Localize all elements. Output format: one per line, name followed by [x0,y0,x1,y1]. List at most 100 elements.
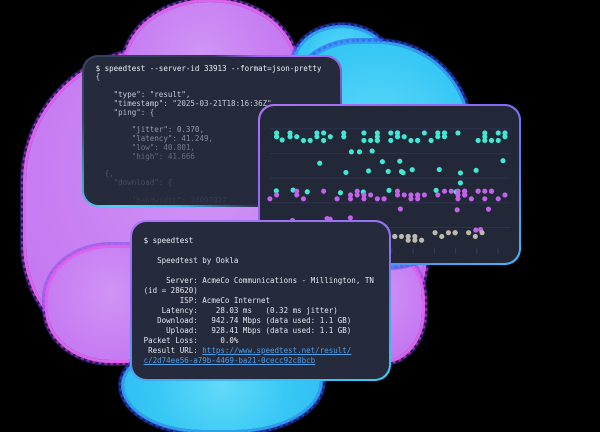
data-dot [485,206,491,212]
data-dot [369,147,375,154]
data-dot [385,168,391,174]
data-dot [479,229,485,235]
data-dot [411,237,418,243]
data-dot [307,137,313,143]
data-dot [360,129,367,136]
data-dot [348,148,354,154]
data-dot [401,133,407,139]
data-dot [488,188,494,194]
data-dot [347,214,353,220]
data-dot [448,188,454,194]
data-dot [340,129,346,136]
data-dot [405,237,411,243]
data-dot [394,188,400,194]
data-dot [495,137,501,143]
data-dot [266,195,273,201]
data-dot [391,233,397,239]
data-dot [421,129,427,136]
result-terminal-body: $ speedtest Speedtest by Ookla Server: A… [144,236,384,366]
data-dot [481,133,487,139]
data-dot [324,215,330,221]
terminal-line: Server: AcmeCo Communications - Millingt… [143,275,374,285]
data-dot [387,137,393,143]
data-dot [432,229,438,235]
data-dot [481,129,487,136]
data-dot [434,191,440,198]
data-dot [398,233,404,239]
data-dot [356,148,362,155]
data-dot [421,191,427,198]
terminal-line: Download: 942.74 Mbps (data used: 1.1 GB… [143,315,352,325]
data-dot [360,137,367,143]
result-terminal-window: $ speedtest Speedtest by Ookla Server: A… [130,220,391,381]
data-dot [454,195,461,201]
data-dot [347,195,353,201]
data-dot [407,137,414,143]
data-dot [374,137,380,143]
terminal-line: Upload: 928.41 Mbps (data used: 1.1 GB) [143,325,352,335]
data-dot [320,188,326,194]
data-dot [441,188,447,194]
data-dot [454,206,460,212]
data-dot [475,137,481,143]
data-dot [414,191,420,198]
data-dot [334,195,340,201]
data-dot [457,179,463,186]
data-dot [379,158,385,164]
data-dot [501,191,508,198]
data-dot [434,133,440,139]
data-dot [337,189,343,195]
data-dot [387,129,393,136]
data-dot [433,187,439,193]
data-dot [468,195,474,201]
data-dot [409,166,415,172]
data-dot [411,233,418,239]
data-dot [454,129,461,136]
data-dot [313,129,320,136]
data-dot [397,205,403,212]
data-dot [436,166,442,172]
data-dot [500,157,506,163]
data-dot [465,229,471,235]
data-dot [394,129,400,136]
data-dot [454,188,461,194]
terminal-line: $ speedtest [143,235,194,245]
data-dot [394,133,400,139]
result-terminal-surface: $ speedtest Speedtest by Ookla Server: A… [131,221,390,380]
data-dot [320,137,326,143]
data-dot [327,133,333,139]
terminal-line: Speedtest by Ookla [143,255,239,265]
data-dot [279,136,285,143]
data-dot [472,227,478,233]
data-dot [407,195,414,201]
data-dot [495,195,501,201]
data-dot [342,169,349,175]
terminal-line: c/2d74ee56-a79b-4469-ba21-0cecc92c8bcb [144,356,384,366]
terminal-line [144,266,384,276]
data-dot [340,133,346,139]
data-dot [365,167,371,174]
data-dot [461,191,467,198]
terminal-line: { [95,72,101,82]
data-dot [367,137,373,143]
data-dot [501,133,508,139]
data-dot [316,160,322,166]
terminal-line: (id = 28620) [143,285,198,295]
result-url-link[interactable]: https://www.speedtest.net/result/ [202,345,352,355]
data-dot [461,188,467,194]
data-dot [374,195,380,201]
data-dot [452,229,458,235]
data-dot [304,188,310,194]
data-dot [454,191,461,198]
result-url-link[interactable]: c/2d74ee56-a79b-4469-ba21-0cecc92c8bcb [143,355,316,365]
data-dot [475,188,481,194]
terminal-line: ISP: AcmeCo Internet [143,295,271,305]
data-dot [481,137,487,143]
data-dot [273,191,279,198]
data-dot [367,191,373,198]
data-dot [405,233,411,239]
data-dot [473,167,479,173]
data-dot [381,195,387,201]
data-dot [434,129,440,136]
data-dot [396,158,402,164]
